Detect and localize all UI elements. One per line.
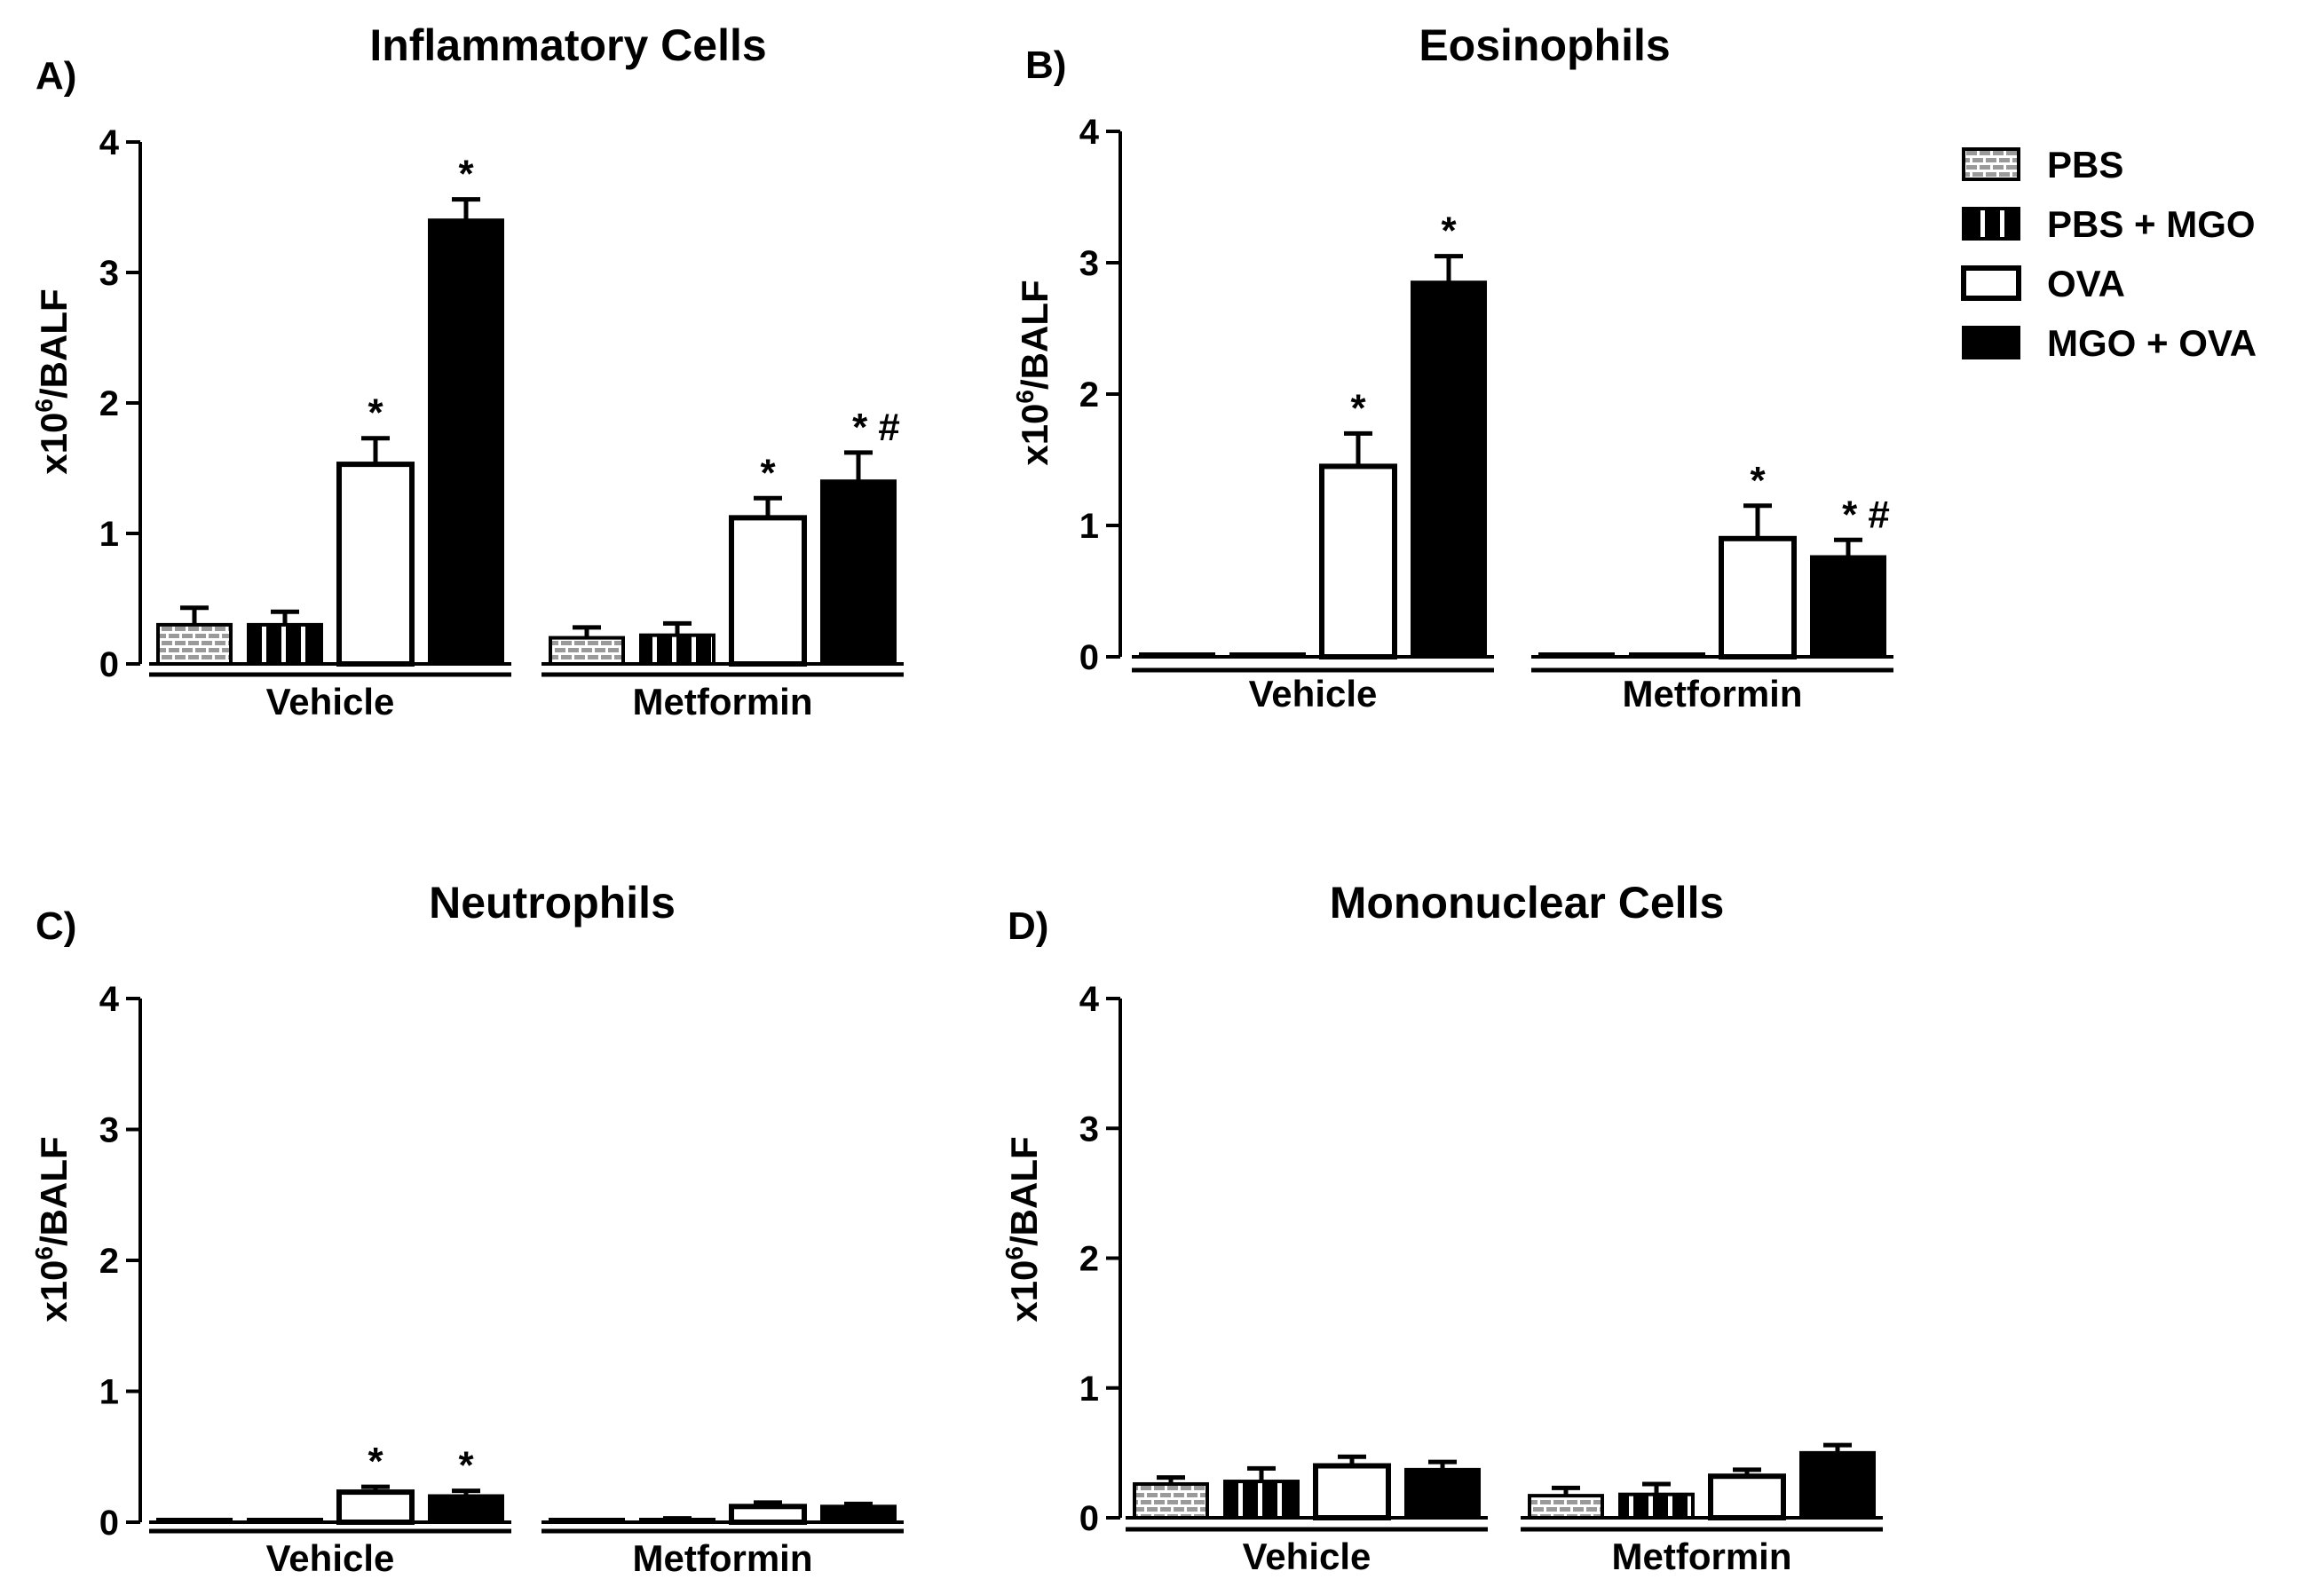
- y-tick-label: 2: [99, 384, 119, 423]
- group-label-vehicle: Vehicle: [266, 681, 395, 722]
- panel-c-ylabel: x106/BALF: [30, 1136, 75, 1322]
- significance-mark: *: [458, 153, 474, 196]
- group-label-vehicle: Vehicle: [1249, 673, 1378, 715]
- legend-swatch-brick: [1962, 147, 2020, 181]
- bar-metformin-2: [729, 515, 807, 667]
- group-label-metformin: Metformin: [1612, 1536, 1792, 1577]
- panel-d-ylabel: x106/BALF: [1000, 1136, 1045, 1322]
- y-tick-label: 0: [99, 645, 119, 684]
- y-tick-label: 4: [1079, 980, 1100, 1019]
- bar-vehicle-1: [247, 622, 323, 667]
- significance-mark: *: [760, 451, 776, 494]
- bar-vehicle-2: [336, 462, 415, 667]
- significance-mark: *: [368, 1440, 383, 1483]
- panel-c-plot: 0 1 2 3 4 * * Vehicle Metformin: [99, 980, 904, 1579]
- y-tick-label: 3: [99, 254, 119, 293]
- group-label-vehicle: Vehicle: [266, 1537, 395, 1579]
- y-tick-label: 3: [1079, 1109, 1099, 1149]
- panel-b: B) Eosinophils x106/BALF 0 1 2 3 4 * * Vehicle *…: [1011, 20, 1893, 715]
- y-tick-label: 4: [1079, 113, 1100, 152]
- panel-a-title: Inflammatory Cells: [369, 20, 766, 70]
- panel-c-letter: C): [36, 904, 76, 948]
- bar-vehicle-0: [156, 622, 233, 667]
- bar-vehicle-3: [428, 1494, 504, 1524]
- panel-a: A) Inflammatory Cells x106/BALF 0 1 2 3 4 * * V…: [30, 20, 904, 722]
- legend-swatch-stripes: [1962, 207, 2020, 241]
- panel-d-letter: D): [1008, 904, 1048, 948]
- group-label-metformin: Metformin: [633, 681, 813, 722]
- y-tick-label: 1: [99, 515, 119, 554]
- panel-c: C) Neutrophils x106/BALF 0 1 2 3 4 * * Vehicle M…: [30, 878, 904, 1579]
- legend-swatch-open: [1961, 265, 2021, 301]
- bar-vehicle-0: [1133, 1481, 1209, 1520]
- bar-vehicle-3: [1411, 280, 1487, 659]
- y-tick-label: 0: [1079, 1499, 1099, 1538]
- bar-vehicle-2: [1319, 463, 1397, 660]
- panel-d-plot: 0 1 2 3 4 Vehicle Metformin: [1079, 980, 1883, 1577]
- y-tick-label: 1: [1079, 507, 1099, 546]
- significance-mark: *: [1441, 209, 1457, 253]
- panel-d: D) Mononuclear Cells x106/BALF 0 1 2 3 4 Vehi…: [1000, 878, 1883, 1577]
- panel-a-ylabel: x106/BALF: [30, 288, 75, 474]
- bar-vehicle-3: [428, 218, 504, 666]
- y-tick-label: 3: [1079, 244, 1099, 283]
- y-tick-label: 2: [1079, 1240, 1099, 1279]
- y-tick-label: 3: [99, 1111, 119, 1150]
- significance-mark: *: [1750, 459, 1766, 502]
- bar-vehicle-1: [1223, 1480, 1300, 1520]
- group-label-metformin: Metformin: [1623, 673, 1803, 715]
- bar-metformin-3: [1810, 555, 1886, 659]
- bar-metformin-0: [549, 636, 625, 666]
- panel-c-title: Neutrophils: [429, 878, 676, 928]
- y-tick-label: 1: [99, 1373, 119, 1412]
- bar-metformin-1: [1618, 1492, 1695, 1520]
- y-tick-label: 1: [1079, 1370, 1099, 1409]
- legend-label: PBS: [2047, 144, 2123, 186]
- significance-mark: *: [368, 391, 383, 435]
- panel-b-ylabel: x106/BALF: [1011, 280, 1055, 465]
- y-tick-label: 0: [99, 1504, 119, 1543]
- legend: PBS PBS + MGO OVA MGO + OVA: [1961, 144, 2257, 364]
- panel-d-title: Mononuclear Cells: [1330, 878, 1725, 928]
- bar-metformin-3: [820, 479, 897, 667]
- y-tick-label: 2: [99, 1242, 119, 1281]
- significance-mark: *: [458, 1444, 474, 1488]
- panel-b-plot: 0 1 2 3 4 * * Vehicle * * # Metformin: [1079, 113, 1893, 715]
- y-tick-label: 4: [99, 123, 120, 162]
- bar-metformin-1: [639, 633, 715, 666]
- y-tick-label: 0: [1079, 638, 1099, 677]
- bar-vehicle-2: [336, 1489, 415, 1525]
- legend-label: OVA: [2047, 263, 2125, 304]
- panel-a-plot: 0 1 2 3 4 * * Vehicle * * # Metformin: [99, 123, 904, 722]
- bar-metformin-0: [1528, 1494, 1604, 1520]
- significance-mark: * #: [1842, 493, 1890, 536]
- group-label-metformin: Metformin: [633, 1537, 813, 1579]
- legend-label: MGO + OVA: [2047, 322, 2257, 364]
- panel-b-title: Eosinophils: [1419, 20, 1670, 70]
- bar-metformin-2: [729, 1504, 807, 1526]
- bar-metformin-3: [1799, 1450, 1876, 1520]
- significance-mark: *: [1350, 386, 1366, 430]
- panel-a-letter: A): [36, 54, 76, 98]
- group-label-vehicle: Vehicle: [1243, 1536, 1371, 1577]
- y-tick-label: 2: [1079, 375, 1099, 415]
- panel-b-letter: B): [1025, 43, 1066, 87]
- legend-swatch-solid: [1962, 326, 2020, 359]
- bar-vehicle-3: [1404, 1467, 1481, 1520]
- bar-metformin-2: [1708, 1473, 1786, 1520]
- bar-metformin-3: [820, 1504, 897, 1525]
- legend-label: PBS + MGO: [2047, 203, 2256, 245]
- bar-vehicle-2: [1313, 1463, 1391, 1520]
- bar-metformin-2: [1719, 535, 1797, 659]
- significance-mark: * #: [852, 406, 900, 449]
- y-tick-label: 4: [99, 980, 120, 1019]
